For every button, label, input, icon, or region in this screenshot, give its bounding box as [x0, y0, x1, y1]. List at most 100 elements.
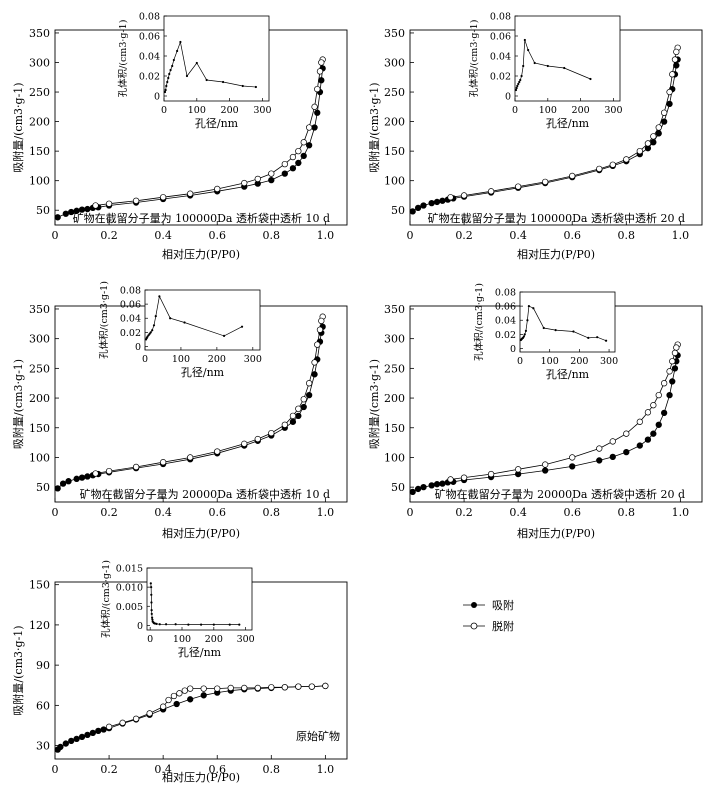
inset-point: [149, 582, 152, 585]
adsorption-point: [300, 403, 307, 411]
inset-point: [164, 623, 168, 626]
inset-y-tick-label: 0.04: [490, 52, 511, 63]
inset-y-tick-label: 0.08: [120, 286, 141, 297]
inset-frame: [144, 289, 261, 351]
adsorption-point: [433, 198, 441, 206]
x-tick-label: 0.8: [263, 229, 281, 242]
adsorption-point: [428, 199, 435, 207]
adsorption-point: [409, 488, 416, 496]
inset-point: [596, 336, 599, 339]
y-tick-label: 150: [29, 145, 50, 158]
inset-point: [238, 623, 241, 626]
inset-point: [151, 329, 154, 332]
x-tick-label: 0: [52, 229, 59, 242]
inset-x-tick-label: 100: [172, 354, 190, 365]
y-tick-label: 200: [384, 392, 405, 405]
desorption-point: [200, 685, 207, 692]
inset-point: [151, 618, 154, 621]
adsorption-point: [78, 474, 86, 481]
adsorption-point: [666, 391, 673, 399]
desorption-point: [132, 197, 140, 204]
desorption-point: [214, 685, 221, 692]
adsorption-point: [660, 409, 668, 417]
x-tick-label: 0.4: [509, 506, 527, 519]
inset-x-tick-label: 100: [173, 634, 191, 645]
adsorption-point: [311, 371, 318, 378]
inset-x-tick-label: 100: [188, 105, 206, 116]
inset-point: [149, 331, 152, 334]
x-tick-label: 0.4: [154, 506, 172, 519]
adsorption-point: [414, 485, 422, 493]
x-tick-label: 0.2: [455, 229, 473, 242]
desorption-point: [542, 461, 549, 468]
inset-y-tick-label: 0: [510, 344, 516, 355]
y-tick-label: 30: [36, 740, 50, 753]
y-tick-label: 350: [29, 303, 50, 316]
y-axis-label: 吸附量/(cm3·g-1): [11, 82, 25, 172]
inset-point: [518, 80, 521, 84]
x-tick-label: 0: [407, 229, 414, 242]
inset-point: [154, 315, 157, 318]
inset-x-tick-label: 200: [570, 356, 588, 367]
inset-point: [195, 61, 198, 65]
inset-point: [199, 623, 203, 626]
adsorption-point: [314, 109, 321, 116]
inset-point: [185, 74, 189, 78]
adsorption-point: [420, 202, 427, 209]
inset-point: [150, 586, 153, 589]
inset-point: [152, 324, 156, 327]
inset-y-tick-label: 0: [505, 92, 511, 103]
adsorption-point: [305, 142, 313, 149]
inset-point: [563, 66, 566, 70]
inset-x-axis-label: 孔径/nm: [546, 117, 590, 130]
inset-point: [165, 84, 168, 88]
x-axis-label: 相对压力(P/P0): [517, 247, 595, 261]
y-tick-label: 250: [29, 86, 50, 99]
inset-point: [179, 40, 182, 44]
desorption-point: [187, 685, 194, 692]
desorption-point: [316, 326, 324, 333]
x-tick-label: 0.4: [509, 229, 527, 242]
inset-y-tick-label: 0.010: [116, 583, 143, 594]
adsorption-point: [78, 733, 86, 741]
x-axis-label: 相对压力(P/P0): [162, 247, 240, 261]
inset-y-tick-label: 0.04: [495, 316, 516, 327]
inset-point: [176, 49, 179, 53]
desorption-point: [514, 466, 522, 473]
inset-point: [174, 623, 177, 626]
inset-point: [516, 84, 519, 88]
adsorption-point: [84, 205, 91, 213]
x-tick-label: 1.0: [317, 229, 335, 242]
adsorption-point: [59, 480, 67, 487]
inset-point: [228, 623, 231, 626]
x-tick-label: 0.8: [263, 763, 281, 776]
adsorption-point: [623, 448, 630, 456]
x-tick-label: 0: [52, 506, 59, 519]
inset-panel: 0 100 200 300 0 0.02 0.04 0.06 0.08 孔径/nm 孔体积/(cm3…: [117, 12, 272, 131]
desorption-point: [187, 190, 194, 197]
x-tick-label: 0.8: [263, 506, 281, 519]
inset-y-tick-label: 0.04: [139, 52, 160, 63]
inset-y-axis-label: 孔体积/(cm3·g-1): [473, 283, 485, 361]
inset-x-tick-label: 0: [512, 105, 518, 116]
x-tick-label: 0.6: [563, 229, 581, 242]
inset-point: [166, 80, 169, 84]
desorption-point: [170, 692, 178, 700]
y-tick-label: 350: [384, 303, 405, 316]
desorption-point: [636, 147, 643, 155]
y-tick-label: 100: [29, 175, 50, 188]
x-axis-label: 相对压力(P/P0): [517, 526, 595, 540]
desorption-point: [655, 124, 662, 131]
adsorption-point: [54, 214, 61, 221]
desorption-point: [241, 440, 248, 447]
adsorption-point: [73, 735, 80, 743]
adsorption-point: [173, 700, 180, 708]
inset-point: [533, 61, 536, 65]
inset-point: [150, 612, 153, 616]
x-tick-label: 0.2: [100, 229, 118, 242]
inset-x-tick-label: 200: [205, 634, 223, 645]
desorption-point: [660, 109, 668, 116]
inset-point: [546, 64, 549, 68]
x-tick-label: 0: [407, 506, 414, 519]
